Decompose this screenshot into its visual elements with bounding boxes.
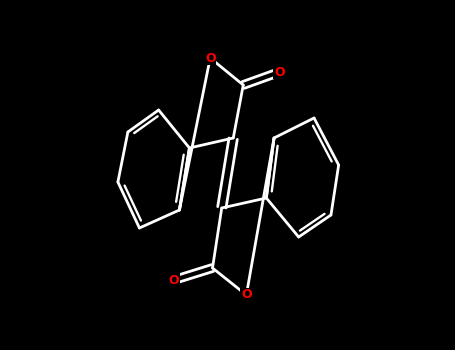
- Text: O: O: [205, 51, 216, 64]
- Text: O: O: [274, 65, 285, 78]
- Text: O: O: [241, 288, 252, 301]
- Text: O: O: [169, 273, 179, 287]
